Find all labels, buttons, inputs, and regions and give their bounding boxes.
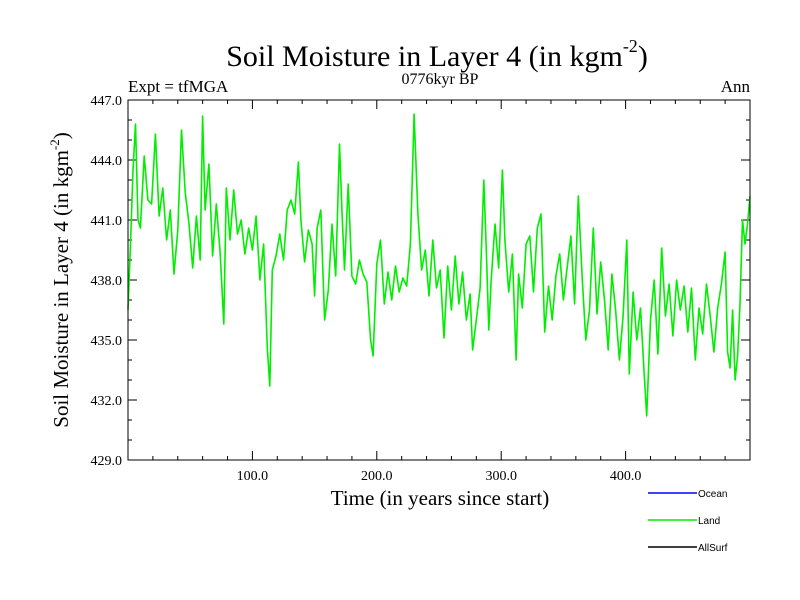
y-tick-label: 444.0 xyxy=(91,154,123,169)
legend-label: AllSurf xyxy=(698,543,728,554)
x-tick-label: 100.0 xyxy=(237,469,269,484)
title-superscript: -2 xyxy=(623,36,638,56)
series-layer xyxy=(127,113,751,417)
y-tick-label: 438.0 xyxy=(91,274,123,289)
ylabel-superscript: -2 xyxy=(47,139,62,150)
legend-item-ocean: Ocean xyxy=(648,489,727,500)
ylabel-close: ) xyxy=(49,132,73,139)
tick-labels: 100.0 200.0 300.0 400.0 429.0 432.0 435.0 438.0… xyxy=(91,94,642,484)
y-tick-label: 432.0 xyxy=(91,394,123,409)
period-label: Ann xyxy=(721,77,751,96)
x-axis-label: Time (in years since start) xyxy=(331,486,550,510)
x-tick-label: 400.0 xyxy=(610,469,642,484)
y-tick-label: 447.0 xyxy=(91,94,123,109)
x-tick-label: 200.0 xyxy=(361,469,393,484)
title-close: ) xyxy=(638,40,648,73)
chart-title: Soil Moisture in Layer 4 (in kgm-2) xyxy=(226,36,648,73)
y-tick-label: 435.0 xyxy=(91,334,123,349)
y-tick-label: 441.0 xyxy=(91,214,123,229)
experiment-label: Expt = tfMGA xyxy=(128,77,229,96)
legend-item-land: Land xyxy=(648,516,720,527)
title-main: Soil Moisture in Layer 4 (in kgm xyxy=(226,40,623,73)
legend-item-allsurf: AllSurf xyxy=(648,543,728,554)
legend: Ocean Land AllSurf xyxy=(648,489,728,554)
legend-label: Land xyxy=(698,516,720,527)
y-tick-label: 429.0 xyxy=(91,454,123,469)
y-axis-label: Soil Moisture in Layer 4 (in kgm-2) xyxy=(47,132,73,427)
series-line-land xyxy=(127,113,751,417)
plot-frame xyxy=(127,99,751,461)
chart-subtitle: 0776kyr BP xyxy=(402,71,479,88)
x-tick-label: 300.0 xyxy=(485,469,517,484)
legend-label: Ocean xyxy=(698,489,727,500)
ylabel-main: Soil Moisture in Layer 4 (in kgm xyxy=(49,150,73,428)
